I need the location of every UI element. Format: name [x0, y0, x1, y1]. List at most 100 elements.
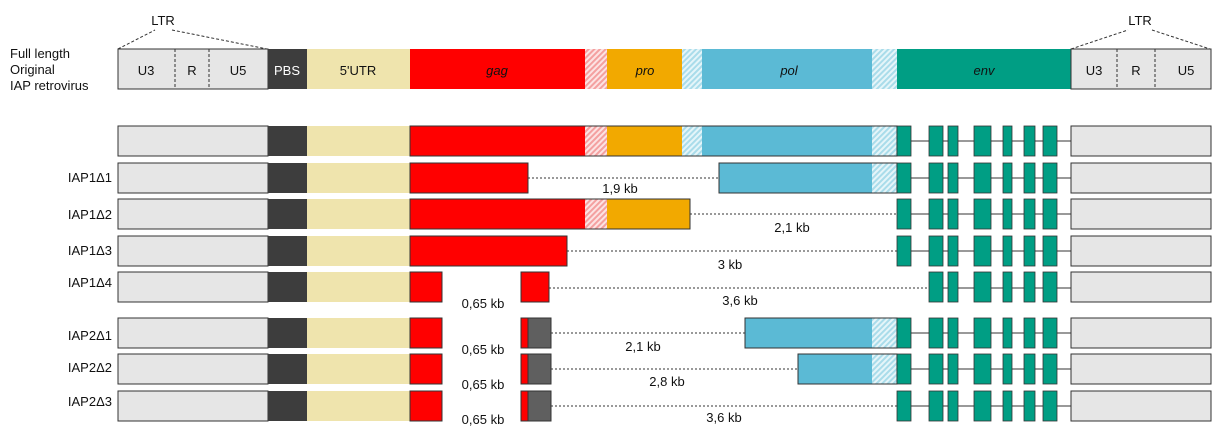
gag-block: [410, 126, 585, 156]
env-exon: [947, 162, 959, 194]
stub-block: [527, 317, 552, 349]
variant-row-iap2d2: IAP2Δ2 0,65 kb 2,8 kb: [68, 353, 1212, 392]
pbs-block: [268, 236, 307, 266]
env-exon: [1002, 353, 1013, 385]
deletion-size: 1,9 kb: [602, 181, 637, 196]
utr-block: [307, 272, 410, 302]
variant-rows: IAP1Δ1 1,9 kb IAP1Δ2: [68, 125, 1212, 426]
env-exon: [896, 235, 912, 267]
utr-block: [307, 318, 410, 348]
gag-label: gag: [486, 63, 508, 78]
pro-block: [607, 126, 682, 156]
env-block: [897, 49, 1071, 89]
variant-row-iap1d4: IAP1Δ4 0,65 kb 3,6 kb: [68, 271, 1212, 311]
deletion-size: 2,1 kb: [774, 220, 809, 235]
pol-env-overlap: [872, 318, 897, 348]
pbs-block: [268, 199, 307, 229]
gag-block: [410, 49, 585, 89]
env-exon: [973, 162, 992, 194]
utr-block: [307, 354, 410, 384]
pbs-block: [268, 318, 307, 348]
row-label: IAP2Δ3: [68, 394, 112, 409]
small-deletion-size: 0,65 kb: [462, 342, 505, 357]
ltr-bracket-right-b: [1151, 29, 1211, 50]
pbs-label: PBS: [274, 63, 300, 78]
title-line-3: IAP retrovirus: [10, 78, 89, 93]
env-exon: [947, 235, 959, 267]
env-exon: [1023, 162, 1036, 194]
pbs-block: [268, 49, 307, 89]
gag-fragment: [409, 353, 443, 385]
ltr-left-block: [117, 235, 269, 267]
deletion-size: 3 kb: [718, 257, 743, 272]
env-exon: [947, 125, 959, 157]
env-exon: [928, 162, 944, 194]
ltr-label-left: LTR: [151, 13, 175, 28]
env-exon: [1023, 353, 1036, 385]
env-exon: [1042, 353, 1058, 385]
ltr-right-block: [1070, 198, 1212, 230]
pro-block: [607, 199, 690, 229]
pbs-block: [268, 354, 307, 384]
env-exon: [896, 353, 912, 385]
u5-label-left: U5: [230, 63, 247, 78]
row-label: IAP2Δ1: [68, 328, 112, 343]
env-exon: [947, 198, 959, 230]
ltr-right-block: [1070, 353, 1212, 385]
ltr-bracket-left-b: [171, 29, 268, 50]
pro-pol-overlap: [682, 126, 702, 156]
env-exon: [928, 317, 944, 349]
ltr-left-block: [117, 48, 269, 90]
ltr-right-block: [1070, 271, 1212, 303]
ltr-right-block: [1070, 235, 1212, 267]
env-exon: [1042, 235, 1058, 267]
ltr-left-block: [117, 162, 269, 194]
utr-block: [307, 391, 410, 421]
pro-pol-overlap: [682, 49, 702, 89]
gag-block: [409, 235, 568, 267]
env-exon: [896, 162, 912, 194]
ltr-left-block: [117, 317, 269, 349]
row-label: IAP2Δ2: [68, 360, 112, 375]
utr-block: [307, 236, 410, 266]
ltr-left-block: [117, 271, 269, 303]
ltr-right-block: [1070, 125, 1212, 157]
env-exon: [1002, 271, 1013, 303]
pro-block: [607, 49, 682, 89]
pbs-block: [268, 391, 307, 421]
env-exon: [947, 271, 959, 303]
pol-env-overlap: [872, 49, 897, 89]
env-label: env: [974, 63, 996, 78]
ltr-left-block: [117, 198, 269, 230]
env-exon: [928, 125, 944, 157]
env-exon: [973, 353, 992, 385]
env-exon: [1023, 271, 1036, 303]
utr-block: [307, 126, 410, 156]
header: LTR LTR Full length Original IAP retrovi…: [10, 13, 1212, 93]
pol-env-overlap: [872, 354, 897, 384]
small-deletion-size: 0,65 kb: [462, 296, 505, 311]
env-exon: [1002, 235, 1013, 267]
variant-row-iap1d1: IAP1Δ1 1,9 kb: [68, 162, 1212, 196]
env-exon: [928, 235, 944, 267]
variant-row-iap1d2: IAP1Δ2 2,1 kb: [68, 198, 1212, 235]
stub-block: [527, 353, 552, 385]
pol-label: pol: [779, 63, 798, 78]
gag-stub: [520, 390, 529, 422]
ltr-left-block: [117, 125, 269, 157]
env-exon: [1002, 162, 1013, 194]
deletion-size: 2,8 kb: [649, 374, 684, 389]
env-exon: [1002, 125, 1013, 157]
gag-fragment: [409, 317, 443, 349]
ltr-right-block: [1070, 390, 1212, 422]
variant-row-iap2d1: IAP2Δ1 0,65 kb 2,1 kb: [68, 317, 1212, 357]
pbs-block: [268, 163, 307, 193]
small-deletion-size: 0,65 kb: [462, 412, 505, 426]
r-label-left: R: [187, 63, 196, 78]
pro-label: pro: [635, 63, 655, 78]
ltr-left-block: [117, 390, 269, 422]
env-exon: [1023, 317, 1036, 349]
pol-env-overlap: [872, 126, 897, 156]
pol-block: [719, 163, 872, 193]
